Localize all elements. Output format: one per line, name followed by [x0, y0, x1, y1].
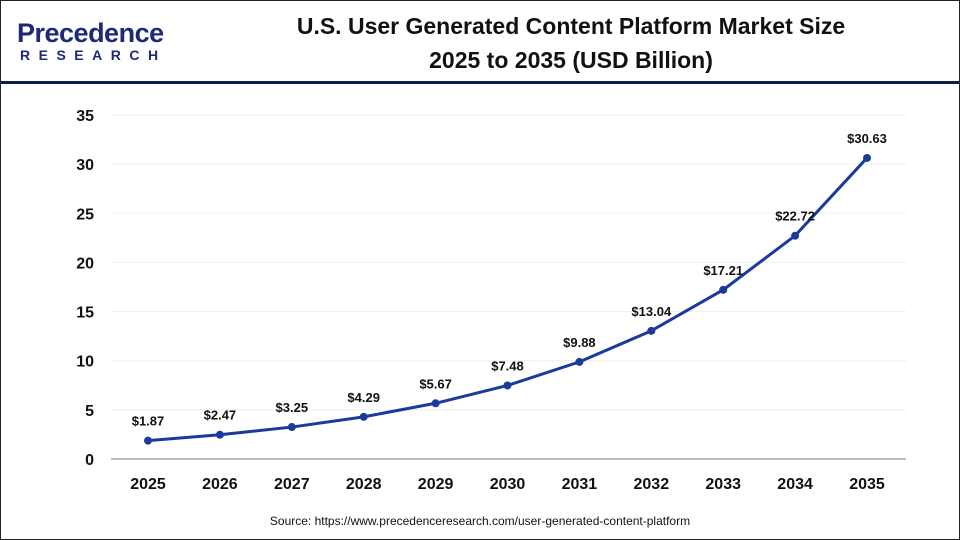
x-tick-label: 2025	[130, 476, 166, 493]
data-point	[359, 412, 368, 421]
x-tick-label: 2026	[202, 476, 238, 493]
logo: Precedence RESEARCH	[17, 19, 167, 63]
logo-line1: Precedence	[17, 18, 164, 48]
data-label: $7.48	[491, 358, 524, 373]
y-tick-label: 5	[85, 403, 94, 420]
y-tick-label: 10	[76, 354, 94, 371]
data-point	[431, 399, 440, 408]
y-tick-label: 20	[76, 255, 94, 272]
x-tick-label: 2035	[849, 476, 885, 493]
y-tick-label: 0	[85, 452, 94, 469]
data-point	[863, 153, 871, 162]
data-point	[503, 381, 512, 390]
source-note: Source: https://www.precedenceresearch.c…	[269, 514, 691, 528]
header-divider	[1, 81, 959, 84]
data-label: $1.87	[132, 414, 165, 429]
title-line2: 2025 to 2035 (USD Billion)	[429, 47, 713, 73]
y-tick-label: 35	[76, 108, 94, 125]
data-point	[144, 436, 152, 445]
y-tick-label: 25	[76, 206, 94, 223]
data-label: $4.29	[347, 390, 380, 405]
data-point	[719, 285, 728, 294]
data-label: $9.88	[563, 335, 596, 350]
x-tick-label: 2031	[562, 476, 598, 493]
data-label: $3.25	[276, 400, 309, 415]
x-tick-label: 2027	[274, 476, 310, 493]
data-label: $17.21	[703, 263, 743, 278]
title-line1: U.S. User Generated Content Platform Mar…	[296, 13, 846, 39]
chart-title: U.S. User Generated Content Platform Mar…	[241, 9, 901, 77]
x-tick-label: 2034	[777, 476, 813, 493]
data-point	[791, 231, 800, 240]
y-tick-label: 15	[76, 305, 94, 322]
data-label: $22.72	[775, 209, 815, 224]
data-label: $5.67	[419, 376, 452, 391]
x-tick-label: 2028	[346, 476, 382, 493]
x-tick-label: 2029	[418, 476, 454, 493]
data-label: $13.04	[631, 304, 672, 319]
x-tick-label: 2032	[634, 476, 670, 493]
data-point	[647, 326, 656, 335]
data-label: $30.63	[847, 131, 887, 146]
data-label: $2.47	[204, 408, 237, 423]
x-tick-label: 2030	[490, 476, 526, 493]
x-tick-label: 2033	[705, 476, 741, 493]
data-point	[575, 357, 584, 366]
y-tick-label: 30	[76, 157, 94, 174]
data-point	[287, 423, 296, 432]
logo-line2: RESEARCH	[20, 47, 167, 63]
series-line	[147, 156, 869, 443]
data-point	[215, 430, 224, 439]
